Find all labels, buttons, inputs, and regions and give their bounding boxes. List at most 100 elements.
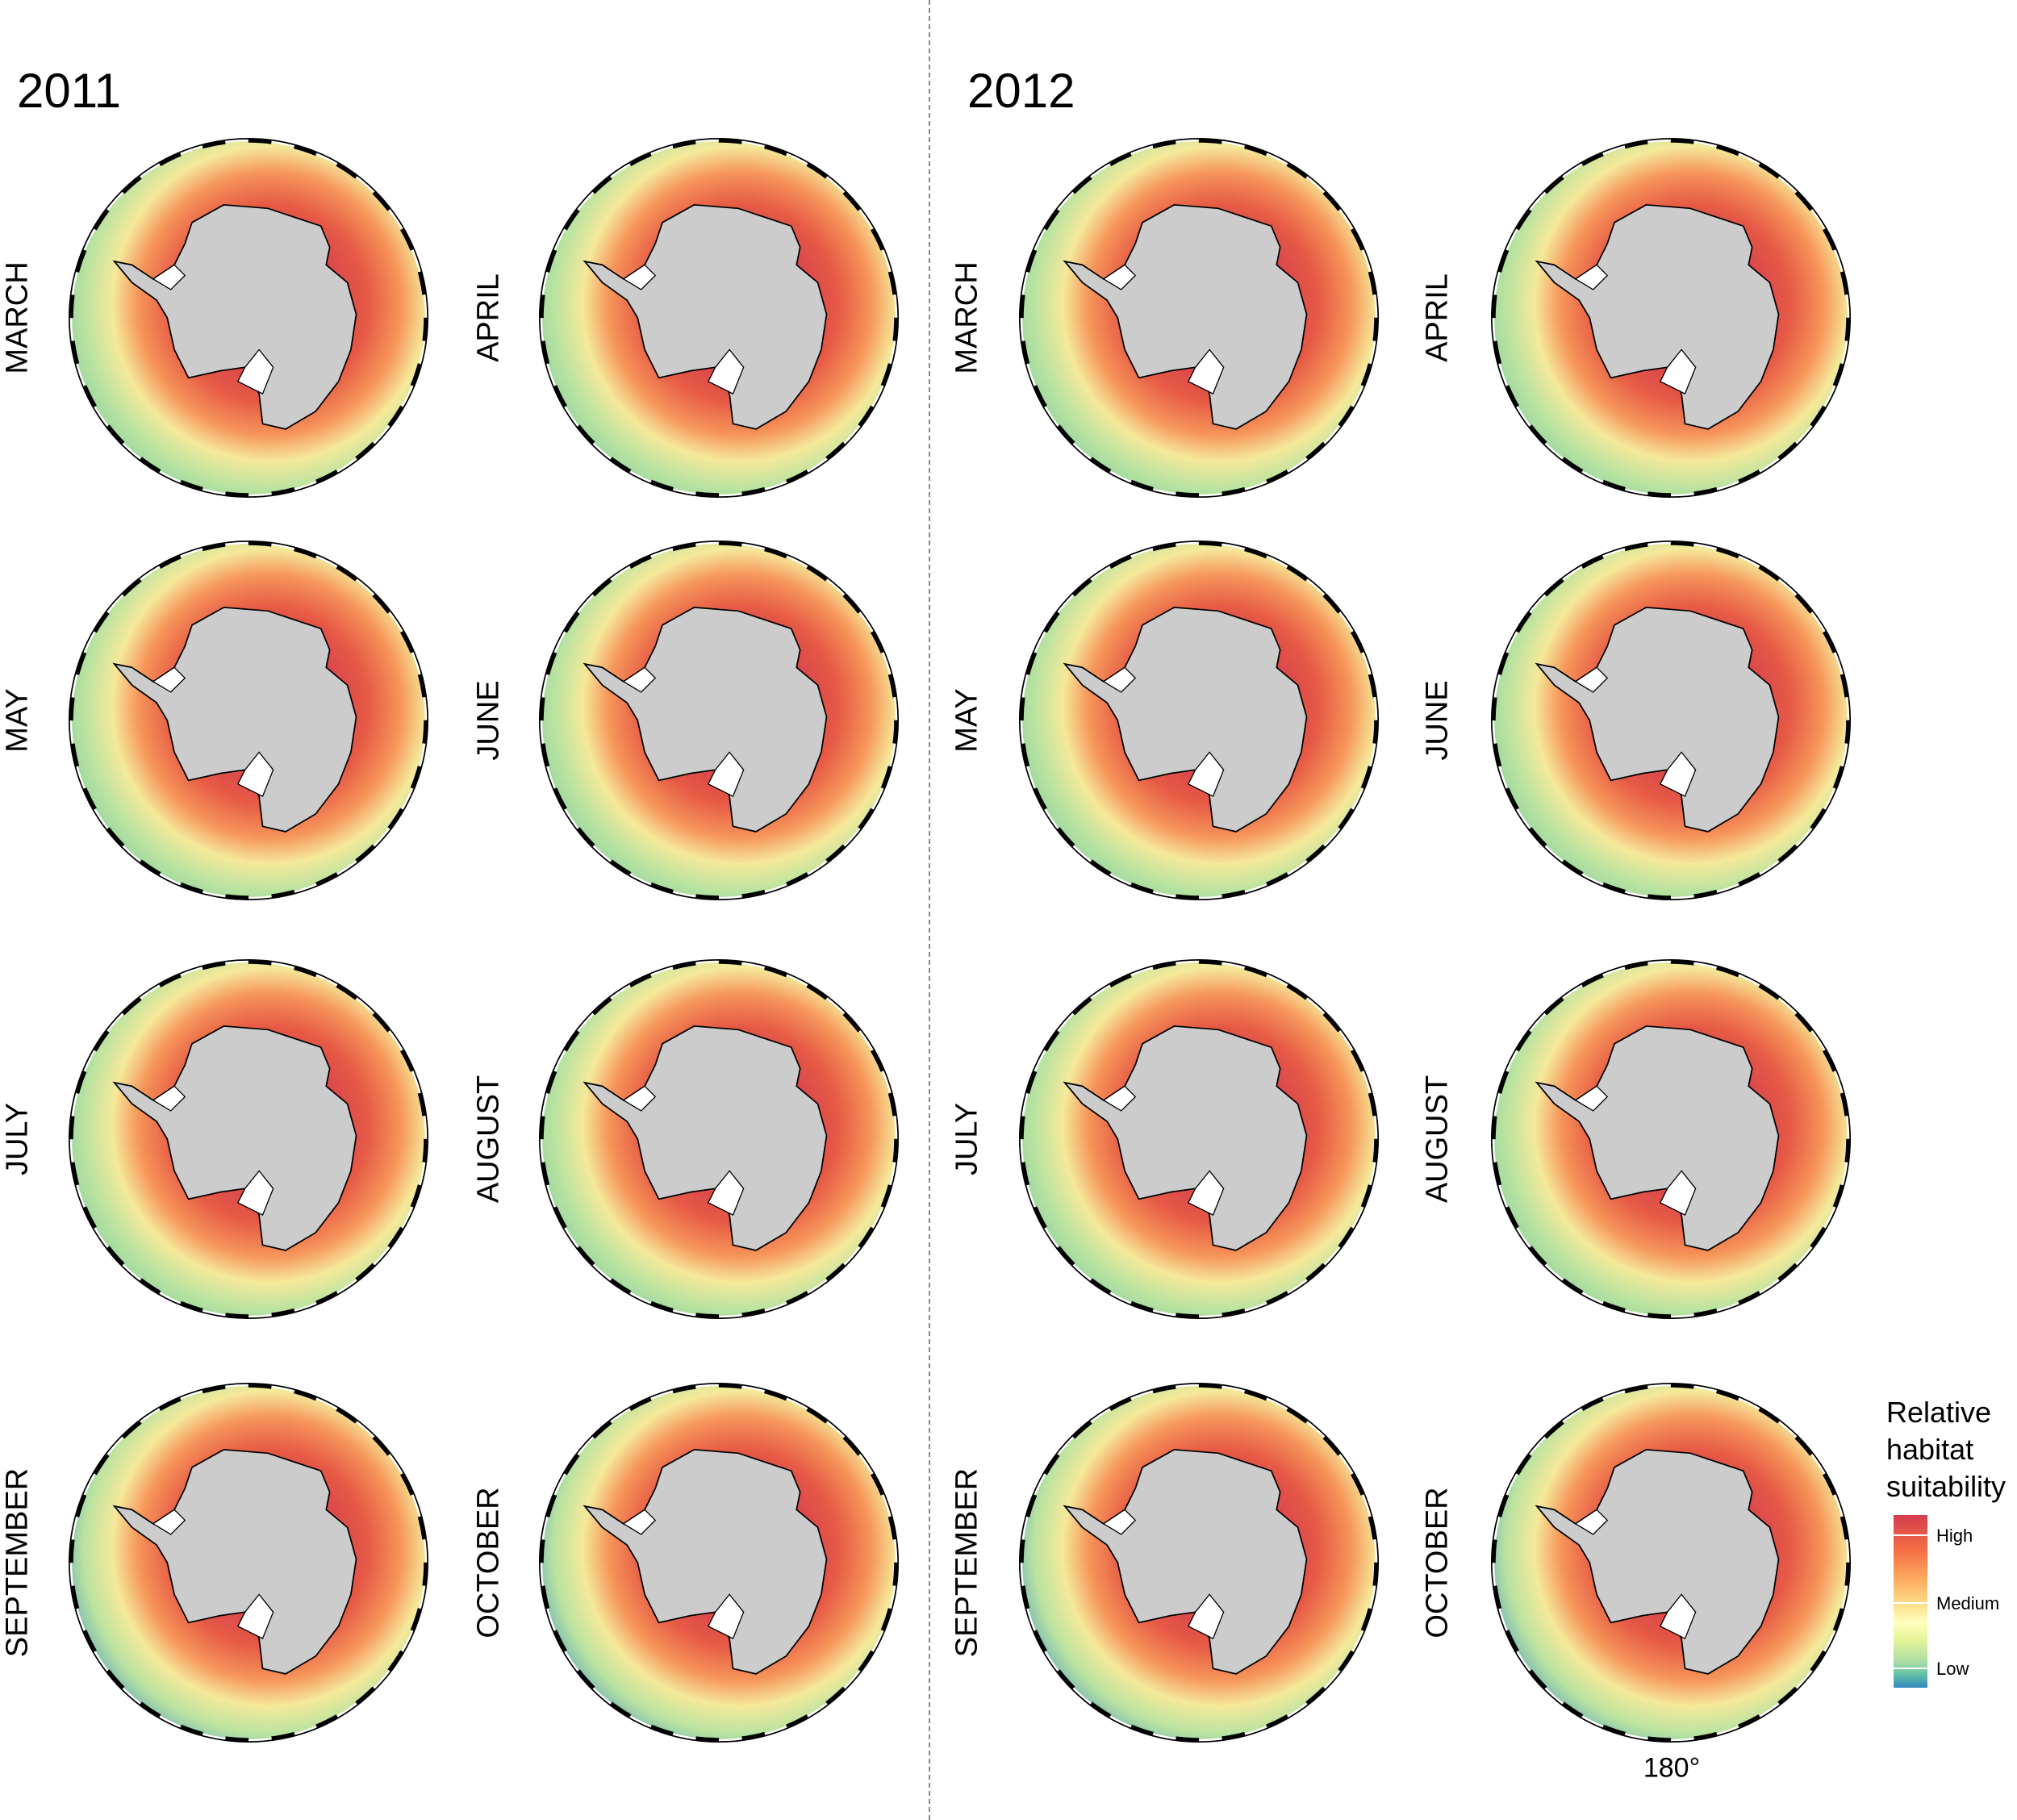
map-frame-ticks (1491, 1383, 1851, 1743)
ice-shelf (1187, 349, 1225, 395)
habitat-map-2012-march (1018, 137, 1380, 499)
antarctica-landmass (1063, 1449, 1308, 1675)
month-label: AUGUST (1420, 1075, 1455, 1204)
ice-shelf (1659, 1593, 1697, 1640)
antarctica-landmass (583, 1449, 828, 1675)
map-frame-ticks (69, 541, 428, 900)
month-label: AUGUST (471, 1075, 506, 1204)
map-frame-ticks (69, 138, 428, 498)
ice-shelf (1187, 1593, 1225, 1640)
ice-shelf (236, 1593, 274, 1640)
colorbar-tick-high (1894, 1534, 1927, 1536)
ice-shelf (622, 1509, 657, 1535)
ice-shelf (1574, 666, 1609, 693)
colorbar-tick-low (1894, 1668, 1927, 1669)
legend-label-medium: Medium (1936, 1593, 2000, 1613)
ice-shelf (1187, 751, 1225, 798)
habitat-map-2012-october (1490, 1382, 1852, 1743)
habitat-map-2012-july (1018, 958, 1380, 1320)
habitat-map-2011-september (68, 1382, 429, 1743)
ice-shelf (1574, 1509, 1609, 1535)
map-frame-ticks (1019, 138, 1379, 498)
map-frame-ticks (539, 541, 899, 900)
colorbar-tick-medium (1894, 1602, 1927, 1604)
month-label: JULY (950, 1102, 984, 1176)
ice-shelf (1659, 751, 1697, 798)
ice-shelf (1102, 1509, 1137, 1535)
antarctica-landmass (112, 1449, 357, 1675)
year-title-2011: 2011 (17, 64, 122, 118)
antarctica-landmass (1535, 204, 1780, 430)
map-frame-ticks (1491, 959, 1851, 1319)
legend-label-low: Low (1936, 1659, 1969, 1679)
map-frame-ticks (1019, 541, 1379, 900)
legend-title-line: Relative (1886, 1396, 1992, 1429)
year-divider (929, 0, 930, 1820)
legend-title: Relative habitat suitability (1886, 1394, 2006, 1505)
habitat-map-2011-april (538, 137, 900, 499)
legend-title-line: habitat (1886, 1433, 1974, 1466)
antarctica-landmass (1535, 1449, 1780, 1675)
antarctica-landmass (583, 607, 828, 833)
habitat-map-2011-july (68, 958, 429, 1320)
month-label: APRIL (1420, 273, 1455, 362)
map-frame-ticks (69, 959, 428, 1319)
month-label: MARCH (950, 261, 984, 374)
ice-shelf (622, 1085, 657, 1112)
ice-shelf (1574, 264, 1609, 290)
ice-shelf (1102, 1085, 1137, 1112)
map-frame-ticks (539, 959, 899, 1319)
map-frame-ticks (1491, 138, 1851, 498)
colorbar (1894, 1515, 1927, 1688)
antarctica-landmass (112, 607, 357, 833)
ice-shelf (1102, 666, 1137, 693)
longitude-label: 180° (1643, 1752, 1701, 1784)
ice-shelf (707, 1170, 745, 1217)
ice-shelf (236, 1170, 274, 1217)
map-frame-ticks (1019, 959, 1379, 1319)
ice-shelf (1187, 1170, 1225, 1217)
antarctica-landmass (112, 204, 357, 430)
ice-shelf (152, 1509, 186, 1535)
ice-shelf (707, 1593, 745, 1640)
antarctica-landmass (1063, 204, 1308, 430)
ice-shelf (1102, 264, 1137, 290)
legend-title-line: suitability (1886, 1470, 2007, 1503)
month-label: MAY (950, 688, 984, 753)
ice-shelf (1574, 1085, 1609, 1112)
antarctica-landmass (583, 1025, 828, 1251)
month-label: MAY (0, 688, 35, 753)
antarctica-landmass (1535, 1025, 1780, 1251)
habitat-map-2012-may (1018, 540, 1380, 901)
map-frame-ticks (1019, 1383, 1379, 1743)
habitat-map-2011-may (68, 540, 429, 901)
ice-shelf (707, 751, 745, 798)
month-label: JULY (0, 1102, 35, 1176)
ice-shelf (152, 666, 186, 693)
habitat-map-2012-april (1490, 137, 1852, 499)
ice-shelf (1659, 349, 1697, 395)
month-label: JUNE (471, 680, 506, 761)
ice-shelf (707, 349, 745, 395)
ice-shelf (152, 1085, 186, 1112)
antarctica-landmass (1063, 1025, 1308, 1251)
legend-label-high: High (1936, 1526, 1973, 1546)
month-label: OCTOBER (471, 1487, 506, 1638)
habitat-map-2012-september (1018, 1382, 1380, 1743)
ice-shelf (622, 264, 657, 290)
month-label: SEPTEMBER (950, 1467, 984, 1658)
ice-shelf (236, 751, 274, 798)
antarctica-landmass (1535, 607, 1780, 833)
antarctica-landmass (1063, 607, 1308, 833)
map-frame-ticks (539, 1383, 899, 1743)
habitat-map-2012-august (1490, 958, 1852, 1320)
month-label: JUNE (1420, 680, 1455, 761)
map-frame-ticks (1491, 541, 1851, 900)
map-frame-ticks (539, 138, 899, 498)
ice-shelf (622, 666, 657, 693)
antarctica-landmass (112, 1025, 357, 1251)
habitat-map-2011-august (538, 958, 900, 1320)
month-label: SEPTEMBER (0, 1467, 35, 1658)
ice-shelf (1659, 1170, 1697, 1217)
year-title-2012: 2012 (967, 64, 1075, 118)
